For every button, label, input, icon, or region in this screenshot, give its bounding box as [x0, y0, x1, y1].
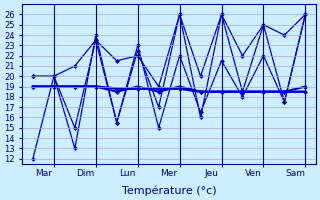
Text: Sam: Sam — [285, 169, 305, 178]
Text: Mar: Mar — [35, 169, 52, 178]
X-axis label: Température (°c): Température (°c) — [122, 185, 216, 196]
Text: Lun: Lun — [119, 169, 135, 178]
Text: Mer: Mer — [161, 169, 178, 178]
Text: Jeu: Jeu — [204, 169, 218, 178]
Text: Ven: Ven — [244, 169, 261, 178]
Text: Dim: Dim — [76, 169, 94, 178]
